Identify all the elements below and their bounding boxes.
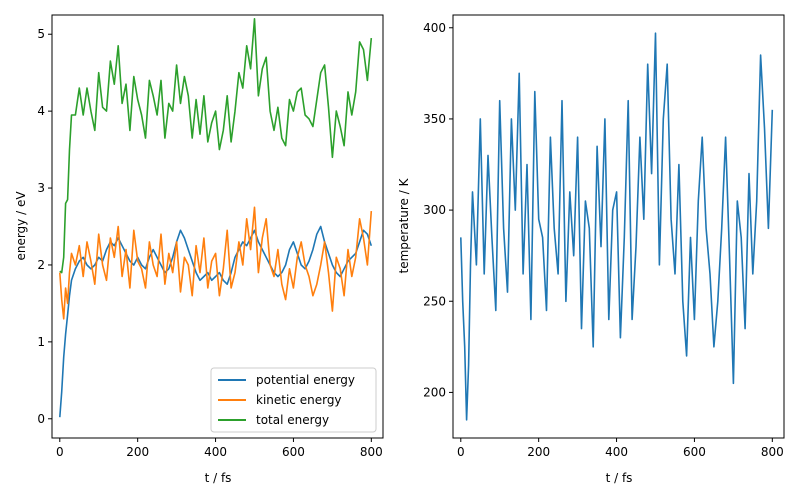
- temperature-y-tick-label: 350: [423, 112, 446, 126]
- temperature-lines: [460, 32, 774, 421]
- temperature-x-tick-label: 600: [683, 445, 706, 459]
- energy-y-axis-label: energy / eV: [14, 191, 28, 261]
- energy-x-tick-label: 600: [282, 445, 305, 459]
- energy-y-tick-label: 0: [37, 412, 45, 426]
- energy-y-tick-label: 5: [37, 27, 45, 41]
- temperature-x-axis-label: t / fs: [606, 471, 633, 485]
- energy-y-tick-label: 2: [37, 258, 45, 272]
- energy-series-kinetic-energy: [59, 206, 373, 320]
- temperature-x-tick-label: 400: [605, 445, 628, 459]
- energy-x-tick-label: 400: [204, 445, 227, 459]
- energy-x-tick-label: 200: [126, 445, 149, 459]
- energy-y-tick-label: 3: [37, 181, 45, 195]
- temperature-y-tick-label: 300: [423, 203, 446, 217]
- temperature-y-tick-label: 400: [423, 21, 446, 35]
- energy-y-tick-label: 4: [37, 104, 45, 118]
- legend-label-total-energy: total energy: [256, 413, 329, 427]
- legend: potential energy kinetic energy total en…: [210, 367, 377, 433]
- energy-y-tick-label: 1: [37, 335, 45, 349]
- energy-x-ticks: 0 200 400 600 800: [56, 438, 383, 459]
- energy-series-total-energy: [59, 17, 373, 274]
- energy-x-tick-label: 800: [360, 445, 383, 459]
- temperature-plot-frame: [452, 14, 785, 439]
- temperature-y-axis-label: temperature / K: [397, 177, 411, 273]
- energy-x-axis-label: t / fs: [205, 471, 232, 485]
- legend-label-potential-energy: potential energy: [256, 373, 355, 387]
- legend-box: [210, 367, 377, 433]
- temperature-plot: 0 200 400 600 800 200 250 300 350 400 t / fs tem…: [397, 14, 785, 485]
- energy-lines: [59, 17, 373, 418]
- temperature-series-temperature: [460, 32, 774, 421]
- energy-y-ticks: 0 1 2 3 4 5: [37, 27, 52, 426]
- energy-x-tick-label: 0: [56, 445, 64, 459]
- temperature-y-tick-label: 250: [423, 294, 446, 308]
- temperature-y-ticks: 200 250 300 350 400: [423, 21, 453, 399]
- temperature-x-tick-label: 200: [527, 445, 550, 459]
- temperature-x-ticks: 0 200 400 600 800: [457, 438, 784, 459]
- temperature-y-tick-label: 200: [423, 385, 446, 399]
- legend-label-kinetic-energy: kinetic energy: [256, 393, 342, 407]
- energy-plot-frame: [51, 14, 384, 439]
- temperature-x-tick-label: 0: [457, 445, 465, 459]
- temperature-x-tick-label: 800: [761, 445, 784, 459]
